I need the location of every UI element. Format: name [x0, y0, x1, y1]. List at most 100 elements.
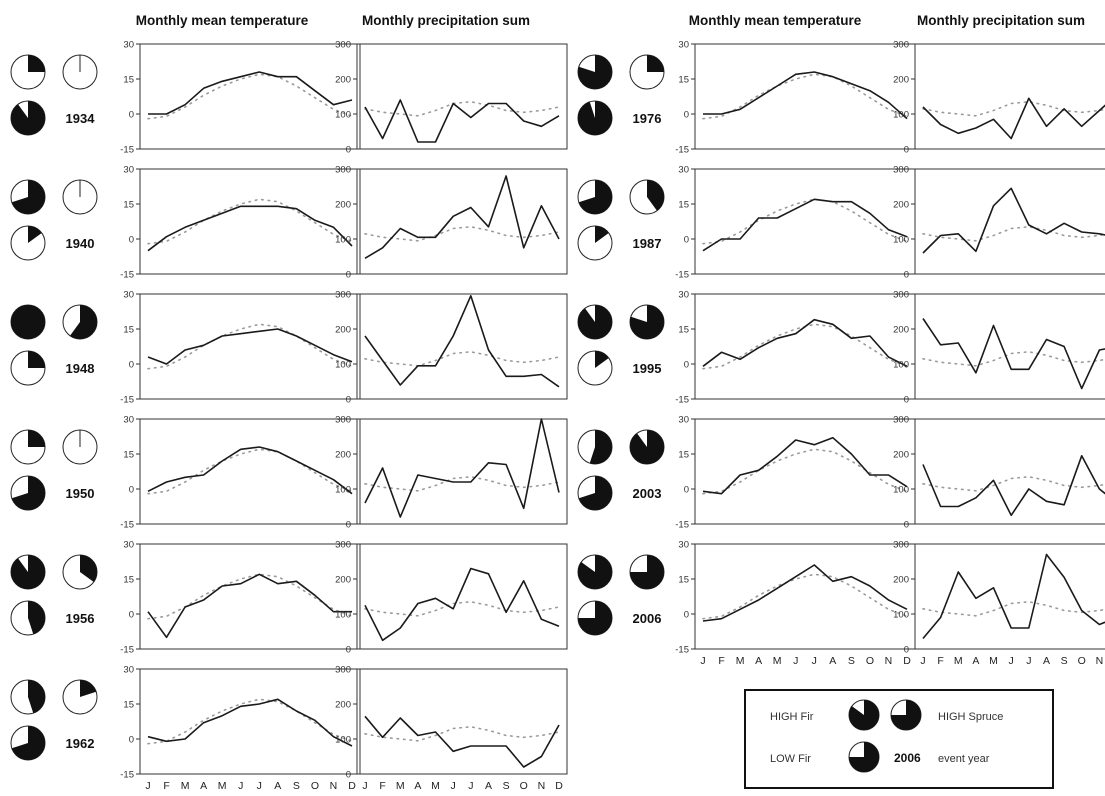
temp-1987-tick-label: 30 — [678, 165, 689, 176]
precip-1987-panel: 0 100 200 300 — [893, 165, 1105, 281]
precip-1956-tick-label: 0 — [346, 645, 351, 656]
pie-low-fir — [577, 100, 613, 136]
pie-high-spruce — [629, 54, 665, 90]
pie-low-fir — [577, 225, 613, 261]
temp-1940-panel: -15 0 15 30 — [120, 165, 361, 281]
temp-1976-panel: -15 0 15 30 — [675, 40, 916, 156]
precip-2006-tick-label: 200 — [893, 575, 909, 586]
pie-high-spruce — [629, 179, 665, 215]
precip-1948-tick-label: 300 — [335, 290, 351, 301]
precip-1956-panel: 0 100 200 300 — [335, 540, 568, 656]
temp-2006-month-label: A — [755, 655, 762, 667]
temp-1948-tick-label: 0 — [129, 360, 134, 371]
temp-1962-tick-label: 30 — [123, 665, 134, 676]
year-label: 1934 — [66, 111, 96, 126]
precip-1962-frame — [356, 668, 568, 775]
temp-2003-mean-line — [702, 448, 908, 495]
precip-1987-mean-line — [922, 225, 1105, 242]
precip-1962-month-label: O — [520, 780, 528, 792]
precip-1940-tick-label: 0 — [346, 270, 351, 281]
temp-1962-tick-label: -15 — [120, 770, 134, 781]
year-label: 1976 — [633, 111, 662, 126]
precip-1976-tick-label: 300 — [893, 40, 909, 51]
pie-slice — [28, 680, 46, 714]
temp-1962-month-label: J — [257, 780, 262, 792]
precip-1950-mean-line — [364, 475, 560, 492]
pie-slice — [577, 305, 612, 339]
legend-pie-high-fir — [848, 699, 880, 731]
legend-event-year-label: event year — [938, 753, 990, 765]
pie-slice — [647, 180, 665, 211]
temp-1948-frame — [139, 293, 361, 400]
temp-1956-series-line — [147, 573, 352, 639]
temp-1934-tick-label: -15 — [120, 145, 134, 156]
temp-1976-tick-label: 0 — [684, 110, 689, 121]
precip-1995-tick-label: 0 — [904, 395, 909, 406]
temp-1956-mean-line — [147, 573, 353, 620]
precip-2006-month-label: M — [989, 655, 998, 667]
pie-slice — [28, 226, 42, 243]
precip-1962-month-label: M — [431, 780, 440, 792]
temp-1976-tick-label: 15 — [678, 75, 689, 86]
temp-1940-tick-label: -15 — [120, 270, 134, 281]
year-label: 1995 — [633, 361, 662, 376]
precip-1956-tick-label: 200 — [335, 575, 351, 586]
temp-1987-tick-label: 0 — [684, 235, 689, 246]
precip-1976-panel: 0 100 200 300 — [893, 40, 1105, 156]
pie-high-spruce — [629, 429, 665, 465]
temp-1962-month-label: M — [218, 780, 227, 792]
temp-1962-month-label: S — [293, 780, 300, 792]
temp-1962-month-label: A — [274, 780, 281, 792]
temp-1934-tick-label: 0 — [129, 110, 134, 121]
temp-1976-tick-label: 30 — [678, 40, 689, 51]
temp-1956-panel: -15 0 15 30 — [120, 540, 361, 656]
temp-2006-month-label: N — [885, 655, 893, 667]
precip-1962-tick-label: 0 — [346, 770, 351, 781]
precip-1948-series-line — [364, 294, 560, 388]
temp-1934-mean-line — [147, 73, 353, 120]
precip-1940-tick-label: 200 — [335, 200, 351, 211]
precip-1934-tick-label: 100 — [335, 110, 351, 121]
temp-1948-panel: -15 0 15 30 — [120, 290, 361, 406]
precip-1962-month-label: D — [555, 780, 563, 792]
temp-1962-month-label: F — [163, 780, 169, 792]
temp-1940-frame — [139, 168, 361, 275]
precip-1987-frame — [914, 168, 1105, 275]
precip-1962-month-label: A — [414, 780, 421, 792]
temp-2006-mean-line — [702, 573, 908, 620]
precip-1940-frame — [356, 168, 568, 275]
temp-1987-series-line — [702, 198, 908, 252]
temp-2006-month-label: J — [700, 655, 705, 667]
temp-1995-mean-line — [702, 323, 908, 370]
precip-1987-tick-label: 0 — [904, 270, 909, 281]
temp-2006-month-label: J — [793, 655, 798, 667]
temp-1976-frame — [694, 43, 916, 150]
title-temp-right: Monthly mean temperature — [689, 13, 862, 28]
temp-1962-month-label: O — [311, 780, 319, 792]
precip-1962-month-label: M — [396, 780, 405, 792]
pie-high-spruce — [629, 554, 665, 590]
temp-1962-month-label: M — [181, 780, 190, 792]
precip-1962-month-label: J — [468, 780, 473, 792]
precip-2006-month-label: N — [1096, 655, 1104, 667]
temp-1956-tick-label: 0 — [129, 610, 134, 621]
title-precip-right: Monthly precipitation sum — [917, 13, 1085, 28]
pie-high-fir — [577, 179, 613, 215]
temp-1948-tick-label: 15 — [123, 325, 134, 336]
year-label: 1987 — [633, 236, 662, 251]
temp-1934-tick-label: 30 — [123, 40, 134, 51]
temp-1950-mean-line — [147, 448, 353, 495]
precip-1948-panel: 0 100 200 300 — [335, 290, 568, 406]
temp-1976-tick-label: -15 — [675, 145, 689, 156]
precip-1956-frame — [356, 543, 568, 650]
precip-1995-mean-line — [922, 350, 1105, 367]
pie-slice — [849, 742, 879, 772]
legend: HIGH Fir HIGH Spruce LOW Fir 2006 event … — [744, 689, 1054, 789]
pie-slice — [577, 101, 612, 135]
temp-2003-tick-label: 30 — [678, 415, 689, 426]
temp-1948-tick-label: -15 — [120, 395, 134, 406]
